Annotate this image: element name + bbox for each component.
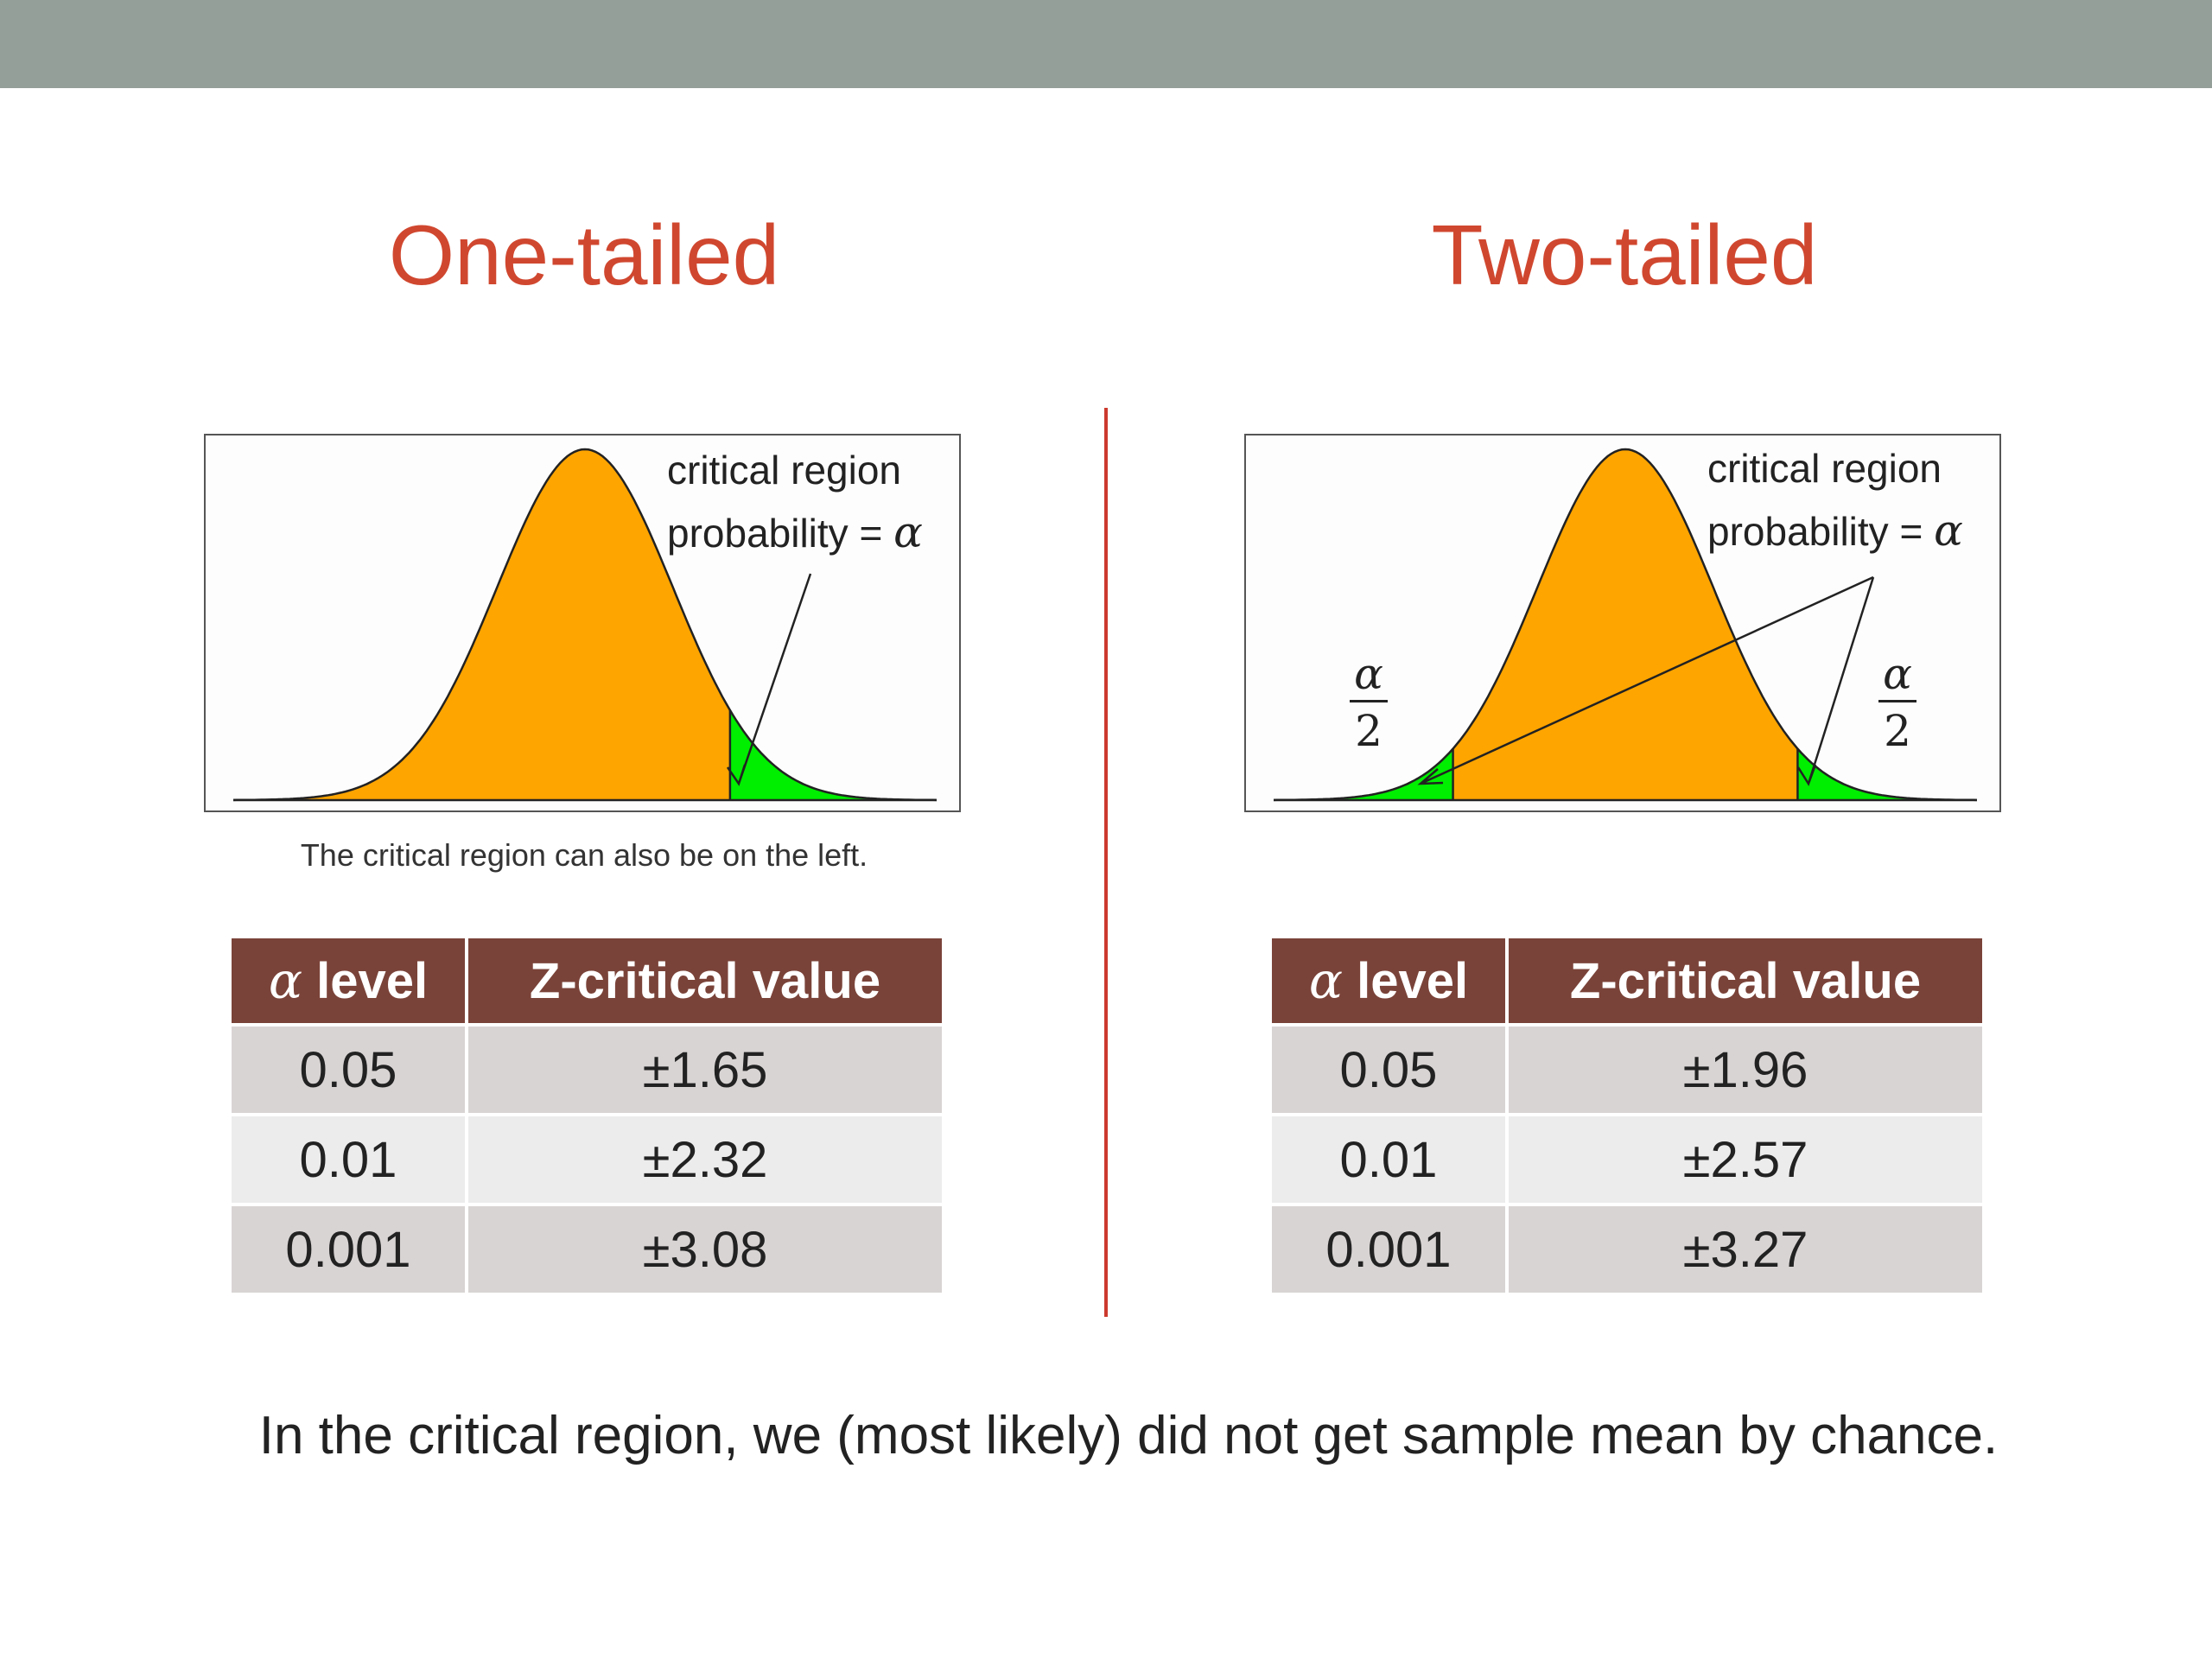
- two-tailed-curve-figure: critical region probability = α α 2 α 2: [1244, 434, 2001, 812]
- table-header-row: α level Z-critical value: [1272, 938, 1982, 1023]
- table-row: 0.001 ±3.08: [232, 1203, 942, 1293]
- header-bar: [0, 0, 2212, 88]
- two-tailed-probability-text: probability =: [1707, 509, 1935, 554]
- z-cell: ±1.65: [468, 1023, 942, 1113]
- table-row: 0.01 ±2.32: [232, 1113, 942, 1203]
- z-cell: ±3.27: [1509, 1203, 1982, 1293]
- two-tailed-label-line1: critical region: [1707, 446, 1942, 491]
- table-row: 0.01 ±2.57: [1272, 1113, 1982, 1203]
- one-tailed-label-line2: probability = α: [667, 508, 923, 557]
- table-row: 0.05 ±1.96: [1272, 1023, 1982, 1113]
- alpha-cell: 0.05: [232, 1023, 468, 1113]
- z-cell: ±2.32: [468, 1113, 942, 1203]
- two-tailed-body-area: [1452, 449, 1798, 800]
- table-row: 0.001 ±3.27: [1272, 1203, 1982, 1293]
- left-tail-fraction: α 2: [1343, 648, 1395, 760]
- alpha-cell: 0.001: [232, 1203, 468, 1293]
- two-tailed-alpha-symbol: α: [1934, 505, 1963, 556]
- alpha-cell: 0.01: [1272, 1113, 1509, 1203]
- one-tailed-curve-figure: critical region probability = α: [204, 434, 961, 812]
- one-tailed-curve-svg: [232, 448, 938, 802]
- alpha-header-text: level: [1343, 953, 1469, 1009]
- left-tail-numerator: α: [1350, 648, 1388, 702]
- alpha-cell: 0.01: [232, 1113, 468, 1203]
- alpha-header-symbol: α: [268, 951, 303, 1010]
- two-tailed-pointer-arrow-right: [1796, 576, 1875, 786]
- one-tailed-label-line1: critical region: [667, 448, 901, 493]
- right-tail-denominator: 2: [1884, 706, 1911, 756]
- right-tail-numerator: α: [1878, 648, 1916, 702]
- two-tailed-right-critical-area: [1797, 748, 1977, 800]
- right-tail-fraction: α 2: [1872, 648, 1923, 760]
- alpha-header-symbol: α: [1308, 951, 1344, 1010]
- two-tailed-curve-svg: [1273, 448, 1978, 802]
- one-tailed-probability-text: probability =: [667, 511, 894, 556]
- table-header-row: α level Z-critical value: [232, 938, 942, 1023]
- one-tailed-pointer-arrow: [726, 573, 812, 786]
- two-tailed-table: α level Z-critical value 0.05 ±1.96 0.01…: [1272, 938, 1982, 1293]
- one-tailed-alpha-symbol: α: [893, 507, 923, 557]
- one-tailed-curve-line: [232, 448, 938, 802]
- z-cell: ±1.96: [1509, 1023, 1982, 1113]
- z-critical-header: Z-critical value: [1509, 938, 1982, 1023]
- table-row: 0.05 ±1.65: [232, 1023, 942, 1113]
- left-tail-denominator: 2: [1355, 706, 1382, 756]
- z-cell: ±2.57: [1509, 1113, 1982, 1203]
- two-tailed-title: Two-tailed: [1431, 207, 1818, 302]
- alpha-level-header: α level: [232, 938, 468, 1023]
- footer-note: In the critical region, we (most likely)…: [258, 1406, 1999, 1465]
- one-tailed-title: One-tailed: [388, 207, 780, 302]
- two-tailed-pointer-arrow-left: [1417, 575, 1874, 785]
- two-tailed-curve-line: [1273, 448, 1978, 802]
- one-tailed-note: The critical region can also be on the l…: [300, 837, 868, 873]
- alpha-cell: 0.05: [1272, 1023, 1509, 1113]
- one-tailed-table: α level Z-critical value 0.05 ±1.65 0.01…: [232, 938, 942, 1293]
- alpha-cell: 0.001: [1272, 1203, 1509, 1293]
- alpha-header-text: level: [302, 953, 429, 1009]
- alpha-level-header: α level: [1272, 938, 1509, 1023]
- two-tailed-label-line2: probability = α: [1707, 506, 1963, 556]
- z-cell: ±3.08: [468, 1203, 942, 1293]
- panel-divider: [1104, 408, 1108, 1317]
- one-tailed-critical-area: [729, 709, 937, 800]
- z-critical-header: Z-critical value: [468, 938, 942, 1023]
- two-tailed-left-critical-area: [1274, 748, 1453, 800]
